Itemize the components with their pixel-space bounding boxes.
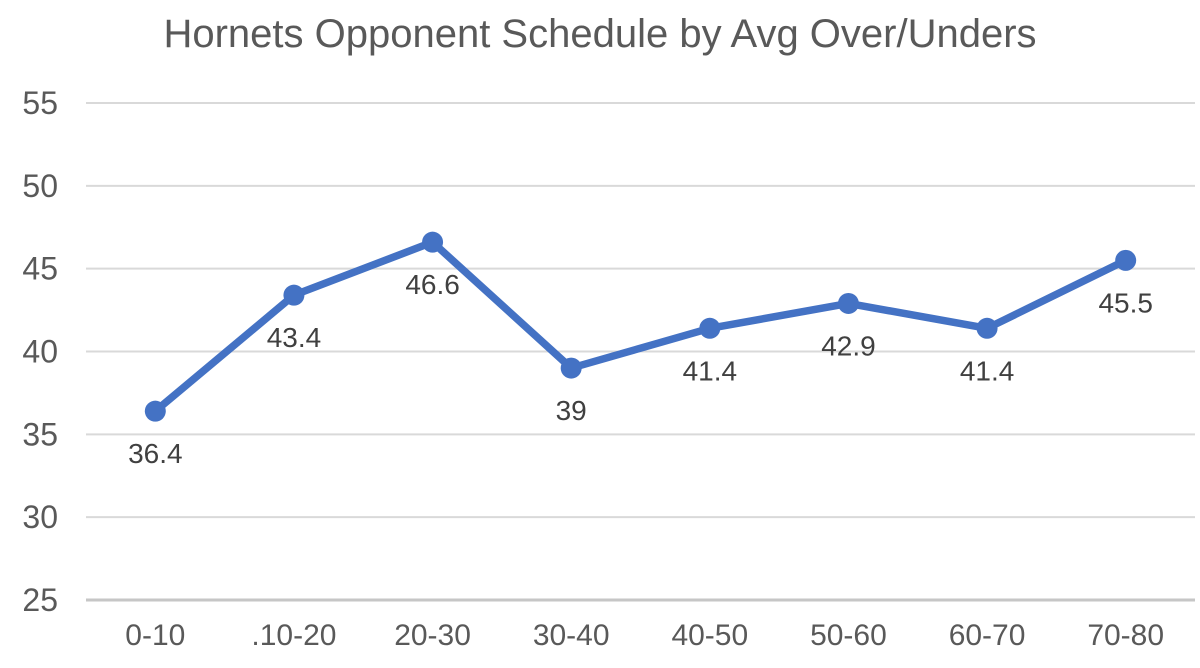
data-label: 39: [556, 395, 587, 426]
y-tick-label: 30: [22, 499, 58, 535]
y-tick-label: 45: [22, 251, 58, 287]
data-point-marker: [837, 292, 859, 314]
data-label: 36.4: [128, 438, 183, 469]
y-tick-label: 55: [22, 85, 58, 121]
data-label: 42.9: [821, 330, 876, 361]
y-tick-label: 40: [22, 334, 58, 370]
data-point-marker: [422, 231, 444, 253]
data-point-marker: [560, 357, 582, 379]
data-point-marker: [699, 317, 721, 339]
x-tick-label: 20-30: [394, 619, 471, 652]
data-label: 41.4: [960, 355, 1015, 386]
y-tick-label: 50: [22, 168, 58, 204]
data-point-marker: [144, 400, 166, 422]
data-label: 41.4: [683, 355, 738, 386]
data-point-marker: [283, 284, 305, 306]
data-label: 46.6: [405, 269, 460, 300]
data-point-marker: [1115, 249, 1137, 271]
x-tick-label: 40-50: [671, 619, 748, 652]
x-tick-label: .10-20: [251, 619, 336, 652]
series-line: [151, 238, 1130, 415]
y-tick-label: 35: [22, 416, 58, 452]
x-tick-label: 0-10: [125, 619, 185, 652]
y-tick-label: 25: [22, 582, 58, 618]
x-tick-label: 50-60: [810, 619, 887, 652]
x-tick-label: 60-70: [949, 619, 1026, 652]
chart-title: Hornets Opponent Schedule by Avg Over/Un…: [163, 11, 1037, 56]
data-label: 43.4: [267, 322, 322, 353]
data-label: 45.5: [1098, 287, 1153, 318]
x-tick-label: 30-40: [533, 619, 610, 652]
x-tick-label: 70-80: [1087, 619, 1164, 652]
data-point-marker: [976, 317, 998, 339]
